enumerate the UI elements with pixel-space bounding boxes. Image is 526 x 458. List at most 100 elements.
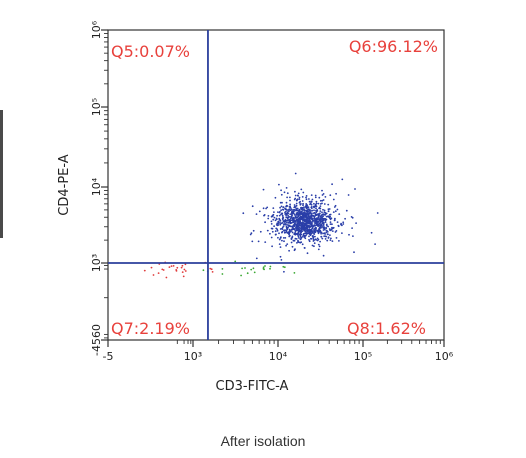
event-dot <box>315 214 318 217</box>
event-dot <box>322 199 325 201</box>
event-dot <box>297 239 299 242</box>
event-dot <box>293 214 296 216</box>
event-dot <box>278 238 281 241</box>
event-dot <box>303 206 305 209</box>
event-dot <box>344 217 346 220</box>
event-dot <box>311 198 314 201</box>
event-dot <box>297 195 299 197</box>
event-dot <box>263 268 265 271</box>
event-dot <box>281 239 283 242</box>
event-dot <box>270 220 273 223</box>
event-dot <box>317 213 320 215</box>
quadrant-label-q7: Q7:2.19% <box>111 319 190 338</box>
event-dot <box>280 189 282 192</box>
event-dot <box>317 220 320 223</box>
event-dot <box>202 269 205 272</box>
event-dot <box>370 231 373 234</box>
event-dot <box>296 242 298 244</box>
event-dot <box>221 268 224 270</box>
event-dot <box>295 238 298 240</box>
event-dot <box>319 205 322 208</box>
y-tick-label: 10⁵ <box>90 98 103 116</box>
event-dot <box>315 211 318 214</box>
event-dot <box>299 203 302 206</box>
event-dot <box>281 208 284 211</box>
event-dot <box>297 235 300 238</box>
event-dot <box>287 224 290 227</box>
event-dot <box>281 214 284 217</box>
event-dot <box>311 217 314 220</box>
event-dot <box>318 226 321 229</box>
event-dot <box>278 211 281 214</box>
event-dot <box>300 207 302 209</box>
event-dot <box>283 270 285 273</box>
event-dot <box>309 226 312 228</box>
event-dot <box>279 201 282 204</box>
event-dot <box>292 224 295 227</box>
event-dot <box>323 209 326 212</box>
event-dot <box>315 219 318 222</box>
x-tick-label: 10⁵ <box>354 350 372 363</box>
event-dot <box>300 229 303 232</box>
event-dot <box>298 237 300 239</box>
event-dot <box>326 231 329 233</box>
event-dot <box>267 217 270 220</box>
event-dot <box>298 201 301 204</box>
event-dot <box>322 254 325 257</box>
event-dot <box>253 271 256 274</box>
event-dot <box>309 232 312 234</box>
quadrant-label-q5: Q5:0.07% <box>111 42 190 61</box>
event-dot <box>302 235 304 238</box>
event-dot <box>274 219 277 222</box>
event-dot <box>288 221 291 224</box>
event-dot <box>267 215 270 217</box>
event-dot <box>264 265 266 267</box>
x-tick-label: 10³ <box>184 350 202 363</box>
event-dot <box>298 212 301 214</box>
event-dot <box>281 226 284 229</box>
event-dot <box>269 265 272 268</box>
event-dot <box>301 206 304 209</box>
event-dot <box>310 200 313 203</box>
event-dot <box>327 210 330 213</box>
event-dot <box>291 235 294 238</box>
event-dot <box>292 221 294 224</box>
event-dot <box>290 219 292 222</box>
event-dot <box>286 227 288 230</box>
event-dot <box>281 230 284 233</box>
event-dot <box>269 267 271 270</box>
event-dot <box>333 219 336 222</box>
event-dot <box>331 223 333 226</box>
event-dot <box>252 229 255 232</box>
event-dot <box>315 209 317 212</box>
event-dot <box>313 224 316 227</box>
event-dot <box>210 268 213 271</box>
event-dot <box>296 220 299 223</box>
event-dot <box>176 266 179 269</box>
event-dot <box>284 219 287 222</box>
event-dot <box>322 193 325 195</box>
event-dot <box>317 214 320 217</box>
event-dot <box>332 198 335 201</box>
event-dot <box>281 201 283 204</box>
event-dot <box>331 183 333 186</box>
event-dot <box>303 215 306 218</box>
event-dot <box>329 218 332 221</box>
event-dot <box>285 230 288 233</box>
event-dot <box>300 241 303 244</box>
event-dot <box>314 235 316 238</box>
y-tick-label: 10⁴ <box>90 177 103 196</box>
event-dot <box>337 225 340 228</box>
event-dot <box>303 209 306 212</box>
event-dot <box>294 194 297 197</box>
event-dot <box>313 222 316 224</box>
event-dot <box>325 215 328 218</box>
event-dot <box>328 228 331 230</box>
event-dot <box>289 206 292 209</box>
quadrant-label-q6: Q6:96.12% <box>349 37 438 56</box>
event-dot <box>276 229 279 232</box>
event-dot <box>305 203 308 205</box>
event-dot <box>330 229 332 232</box>
event-dot <box>305 198 308 201</box>
